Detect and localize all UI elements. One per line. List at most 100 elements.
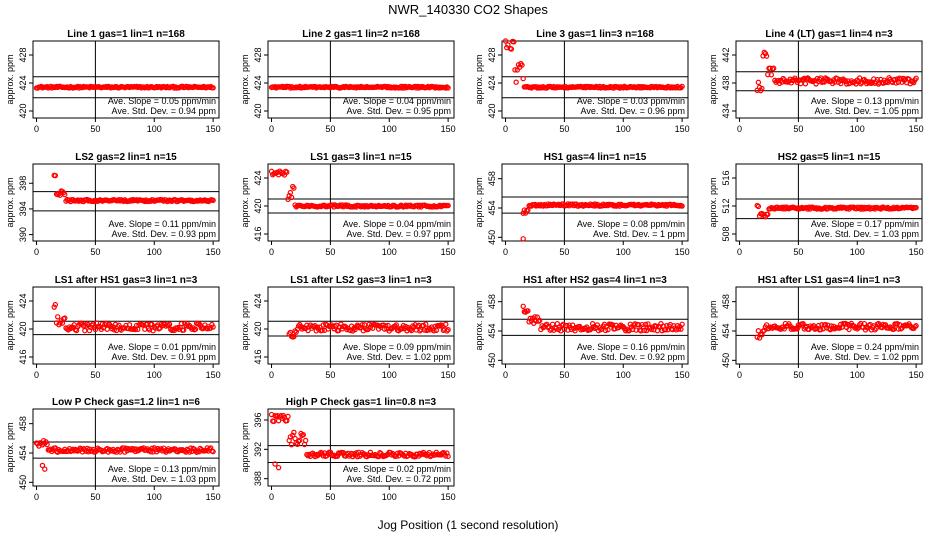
data-point bbox=[421, 327, 428, 333]
panel-8: HS2 gas=5 lin=1 n=15 0 50 100 150 508 512 516ap… bbox=[708, 152, 924, 257]
stats-annotation: Ave. Std. Dev. = 1.02 ppm bbox=[815, 352, 919, 362]
x-tick-label: 50 bbox=[559, 124, 569, 134]
y-tick-label: 458 bbox=[721, 294, 731, 309]
x-tick-label: 100 bbox=[147, 124, 162, 134]
data-point bbox=[210, 85, 216, 91]
data-point bbox=[443, 85, 449, 91]
data-point bbox=[111, 327, 117, 333]
data-point bbox=[641, 327, 648, 334]
x-tick-label: 50 bbox=[325, 370, 335, 380]
data-point bbox=[615, 84, 622, 90]
y-tick-label: 428 bbox=[253, 47, 263, 62]
data-point bbox=[445, 202, 451, 209]
panel-3: Line 3 gas=1 lin=3 n=168 0 50 100 150 420 424 4… bbox=[474, 29, 690, 134]
x-tick-label: 150 bbox=[909, 247, 924, 257]
y-tick-label: 424 bbox=[487, 75, 497, 90]
data-point bbox=[755, 203, 762, 210]
data-point bbox=[62, 315, 68, 321]
y-tick-label: 454 bbox=[18, 445, 28, 460]
x-tick-label: 150 bbox=[441, 124, 456, 134]
data-point bbox=[759, 85, 765, 92]
data-point bbox=[525, 308, 531, 314]
x-tick-label: 100 bbox=[147, 247, 162, 257]
x-tick-label: 50 bbox=[90, 247, 100, 257]
x-tick-label: 50 bbox=[559, 247, 569, 257]
x-tick-label: 100 bbox=[616, 247, 631, 257]
x-tick-label: 0 bbox=[503, 124, 508, 134]
x-tick-label: 0 bbox=[503, 247, 508, 257]
y-tick-label: 394 bbox=[18, 201, 28, 216]
y-tick-label: 416 bbox=[18, 349, 28, 364]
y-tick-label: 420 bbox=[487, 103, 497, 118]
y-tick-label: 458 bbox=[18, 416, 28, 431]
data-point bbox=[443, 453, 449, 459]
data-point bbox=[762, 50, 769, 57]
data-point bbox=[818, 326, 824, 333]
data-point bbox=[508, 46, 515, 52]
panel-6: LS1 gas=3 lin=1 n=15 0 50 100 150 416 420 424ap… bbox=[240, 152, 456, 257]
x-tick-label: 150 bbox=[206, 124, 221, 134]
figure-xlabel: Jog Position (1 second resolution) bbox=[377, 518, 559, 532]
data-point bbox=[854, 326, 860, 332]
data-point bbox=[549, 84, 556, 91]
x-tick-label: 0 bbox=[269, 124, 274, 134]
data-point bbox=[520, 210, 526, 216]
data-point bbox=[638, 328, 644, 334]
x-tick-label: 50 bbox=[325, 124, 335, 134]
panel-10: LS1 after LS2 gas=3 lin=1 n=3 0 50 100 150 41… bbox=[240, 275, 456, 380]
x-tick-label: 150 bbox=[441, 492, 456, 502]
data-point bbox=[838, 80, 844, 87]
data-point bbox=[444, 328, 450, 334]
figure-title: NWR_140330 CO2 Shapes bbox=[388, 2, 548, 17]
x-tick-label: 0 bbox=[269, 370, 274, 380]
data-point bbox=[210, 448, 216, 455]
y-axis-label: approx. ppm bbox=[5, 300, 15, 350]
x-tick-label: 150 bbox=[675, 124, 690, 134]
data-point bbox=[768, 72, 775, 78]
panel-title: HS2 gas=5 lin=1 n=15 bbox=[778, 152, 881, 163]
data-point bbox=[547, 327, 553, 333]
x-tick-label: 50 bbox=[90, 124, 100, 134]
stats-annotation: Ave. Slope = 0.16 ppm/min bbox=[577, 342, 685, 352]
y-tick-label: 416 bbox=[253, 226, 263, 241]
panel-title: LS1 gas=3 lin=1 n=15 bbox=[310, 152, 412, 163]
x-tick-label: 150 bbox=[675, 247, 690, 257]
data-point bbox=[913, 75, 919, 81]
data-point bbox=[648, 326, 655, 333]
data-point bbox=[913, 204, 919, 211]
stats-annotation: Ave. Slope = 0.17 ppm/min bbox=[811, 219, 919, 229]
panel-5: LS2 gas=2 lin=1 n=15 0 50 100 150 390 394 398ap… bbox=[5, 152, 221, 257]
x-tick-label: 0 bbox=[34, 492, 39, 502]
y-tick-label: 416 bbox=[253, 349, 263, 364]
data-point bbox=[520, 303, 526, 310]
data-point bbox=[297, 437, 303, 443]
data-point bbox=[882, 79, 889, 86]
panel-title: Line 2 gas=1 lin=2 n=168 bbox=[302, 29, 420, 40]
data-point bbox=[287, 189, 294, 196]
data-point bbox=[679, 83, 685, 90]
data-point bbox=[679, 203, 685, 209]
stats-annotation: Ave. Slope = 0.05 ppm/min bbox=[108, 96, 216, 106]
plot-frame bbox=[32, 40, 220, 119]
plot-frame bbox=[501, 286, 689, 365]
panel-2: Line 2 gas=1 lin=2 n=168 0 50 100 150 420 424 4… bbox=[240, 29, 456, 134]
stats-annotation: Ave. Slope = 0.13 ppm/min bbox=[108, 464, 216, 474]
data-point bbox=[445, 327, 451, 333]
data-point bbox=[275, 464, 282, 471]
data-point bbox=[913, 323, 919, 329]
x-tick-label: 0 bbox=[737, 247, 742, 257]
x-tick-label: 50 bbox=[793, 370, 803, 380]
data-point bbox=[62, 191, 68, 198]
data-point bbox=[617, 85, 623, 91]
stats-annotation: Ave. Std. Dev. = 1.02 ppm bbox=[347, 352, 451, 362]
data-point bbox=[653, 83, 659, 90]
y-tick-label: 434 bbox=[721, 103, 731, 118]
x-tick-label: 50 bbox=[559, 370, 569, 380]
y-tick-label: 512 bbox=[721, 198, 731, 213]
y-tick-label: 424 bbox=[253, 75, 263, 90]
data-point bbox=[137, 83, 143, 90]
data-point bbox=[423, 321, 429, 327]
x-tick-label: 150 bbox=[675, 370, 690, 380]
y-axis-label: approx. ppm bbox=[5, 177, 15, 227]
